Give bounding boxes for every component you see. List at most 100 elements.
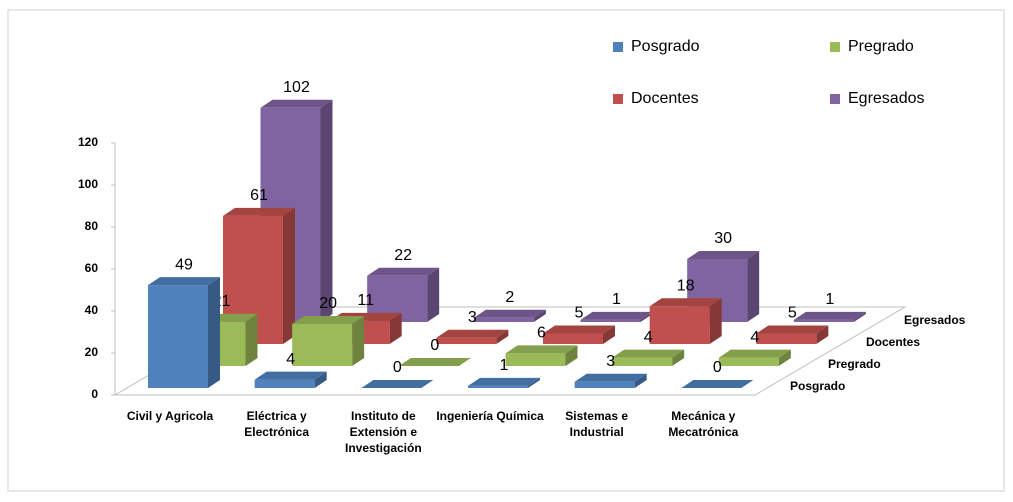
bar-top bbox=[398, 358, 471, 366]
x-tick-label: Civil y Agricola bbox=[126, 409, 214, 423]
bar-top bbox=[718, 349, 791, 358]
data-label: 6 bbox=[537, 325, 546, 342]
bar-front bbox=[367, 275, 428, 322]
bar-top bbox=[612, 349, 685, 358]
bar-top bbox=[223, 207, 295, 216]
legend-swatch bbox=[613, 42, 623, 52]
bar-side bbox=[528, 377, 540, 388]
bar-top bbox=[260, 99, 333, 108]
bar-side bbox=[709, 298, 722, 344]
x-tick-label: Mecánica y Mecatrónica bbox=[668, 409, 739, 439]
bar-top bbox=[361, 380, 434, 388]
bar-side bbox=[496, 329, 509, 344]
bar-top bbox=[681, 380, 754, 388]
y-tick-label: 40 bbox=[85, 303, 99, 317]
data-label: 49 bbox=[175, 256, 193, 273]
data-label: 5 bbox=[788, 305, 797, 322]
bar-side bbox=[603, 325, 615, 344]
data-label: 30 bbox=[714, 230, 732, 247]
bar-top bbox=[574, 373, 647, 382]
bar-side bbox=[778, 349, 791, 366]
bar-side bbox=[533, 309, 546, 322]
bar-side bbox=[320, 99, 333, 322]
y-tick-label: 0 bbox=[91, 387, 98, 401]
bar-front bbox=[505, 353, 566, 366]
x-tick-label: Instituto de Extensión e Investigación bbox=[344, 409, 422, 455]
bar-side bbox=[640, 311, 653, 322]
x-tick-label: Sistemas e Industrial bbox=[565, 409, 629, 439]
data-label: 2 bbox=[505, 289, 514, 306]
bar-top bbox=[793, 311, 866, 320]
y-tick-label: 120 bbox=[78, 135, 98, 149]
bar-side bbox=[208, 277, 220, 388]
bar-front bbox=[580, 319, 641, 322]
bar-top bbox=[756, 325, 829, 334]
bar-side bbox=[314, 371, 327, 388]
bar-front bbox=[473, 317, 534, 322]
depth-label: Docentes bbox=[866, 335, 920, 349]
bar-top bbox=[649, 298, 722, 307]
bar-front bbox=[793, 319, 854, 322]
x-tick-label: Eléctrica y Electrónica bbox=[244, 409, 309, 439]
legend-label: Docentes bbox=[631, 90, 699, 107]
bar-top bbox=[292, 316, 365, 324]
data-label: 0 bbox=[393, 359, 402, 376]
bar-side bbox=[565, 345, 578, 366]
bar-top bbox=[254, 371, 327, 380]
bar-side bbox=[672, 349, 685, 366]
data-label: 0 bbox=[430, 337, 439, 354]
data-label: 18 bbox=[677, 277, 695, 294]
data-label: 22 bbox=[394, 247, 412, 264]
bar-front bbox=[574, 381, 635, 388]
bar-front bbox=[436, 337, 497, 344]
depth-label: Egresados bbox=[904, 313, 966, 327]
y-tick-label: 100 bbox=[78, 177, 98, 191]
bar-side bbox=[816, 325, 829, 344]
bar-front bbox=[254, 379, 315, 388]
depth-label: Pregrado bbox=[828, 357, 881, 371]
data-label: 1 bbox=[612, 291, 621, 308]
y-tick-label: 20 bbox=[85, 345, 99, 359]
depth-label: Posgrado bbox=[790, 379, 845, 393]
legend-label: Egresados bbox=[848, 90, 925, 107]
bar-front bbox=[292, 324, 353, 366]
bar-top bbox=[367, 267, 440, 276]
bar-front bbox=[468, 385, 528, 388]
data-label: 5 bbox=[575, 305, 584, 322]
data-label: 11 bbox=[357, 292, 374, 309]
chart-border bbox=[7, 9, 1005, 492]
bar-top bbox=[436, 329, 509, 338]
bar-side bbox=[747, 251, 760, 322]
bar-front bbox=[223, 215, 283, 344]
y-tick-label: 60 bbox=[85, 261, 99, 275]
data-label: 4 bbox=[644, 329, 653, 346]
bar-side bbox=[352, 316, 365, 366]
legend-label: Posgrado bbox=[631, 38, 700, 55]
bar-side bbox=[283, 207, 295, 344]
bar-front bbox=[718, 357, 779, 366]
data-label: 3 bbox=[468, 309, 477, 326]
data-label: 102 bbox=[283, 79, 310, 96]
bar-side bbox=[427, 267, 440, 322]
bar-side bbox=[245, 313, 258, 366]
data-label: 1 bbox=[825, 291, 834, 308]
bar-top bbox=[543, 325, 615, 334]
data-label: 4 bbox=[286, 351, 295, 368]
bar-front bbox=[756, 333, 817, 344]
data-label: 61 bbox=[250, 187, 268, 204]
bar-top bbox=[468, 377, 540, 386]
bar-side bbox=[389, 312, 402, 344]
bar-front bbox=[148, 285, 208, 388]
x-tick-label: Ingeniería Química bbox=[436, 409, 544, 423]
bar-front bbox=[649, 306, 710, 344]
data-label: 3 bbox=[606, 353, 615, 370]
bar-top bbox=[580, 311, 653, 320]
data-label: 4 bbox=[750, 329, 759, 346]
data-label: 1 bbox=[500, 357, 509, 374]
bar-top bbox=[687, 251, 760, 259]
bar-side bbox=[634, 373, 647, 388]
y-tick-label: 80 bbox=[85, 219, 99, 233]
legend-label: Pregrado bbox=[848, 38, 914, 55]
